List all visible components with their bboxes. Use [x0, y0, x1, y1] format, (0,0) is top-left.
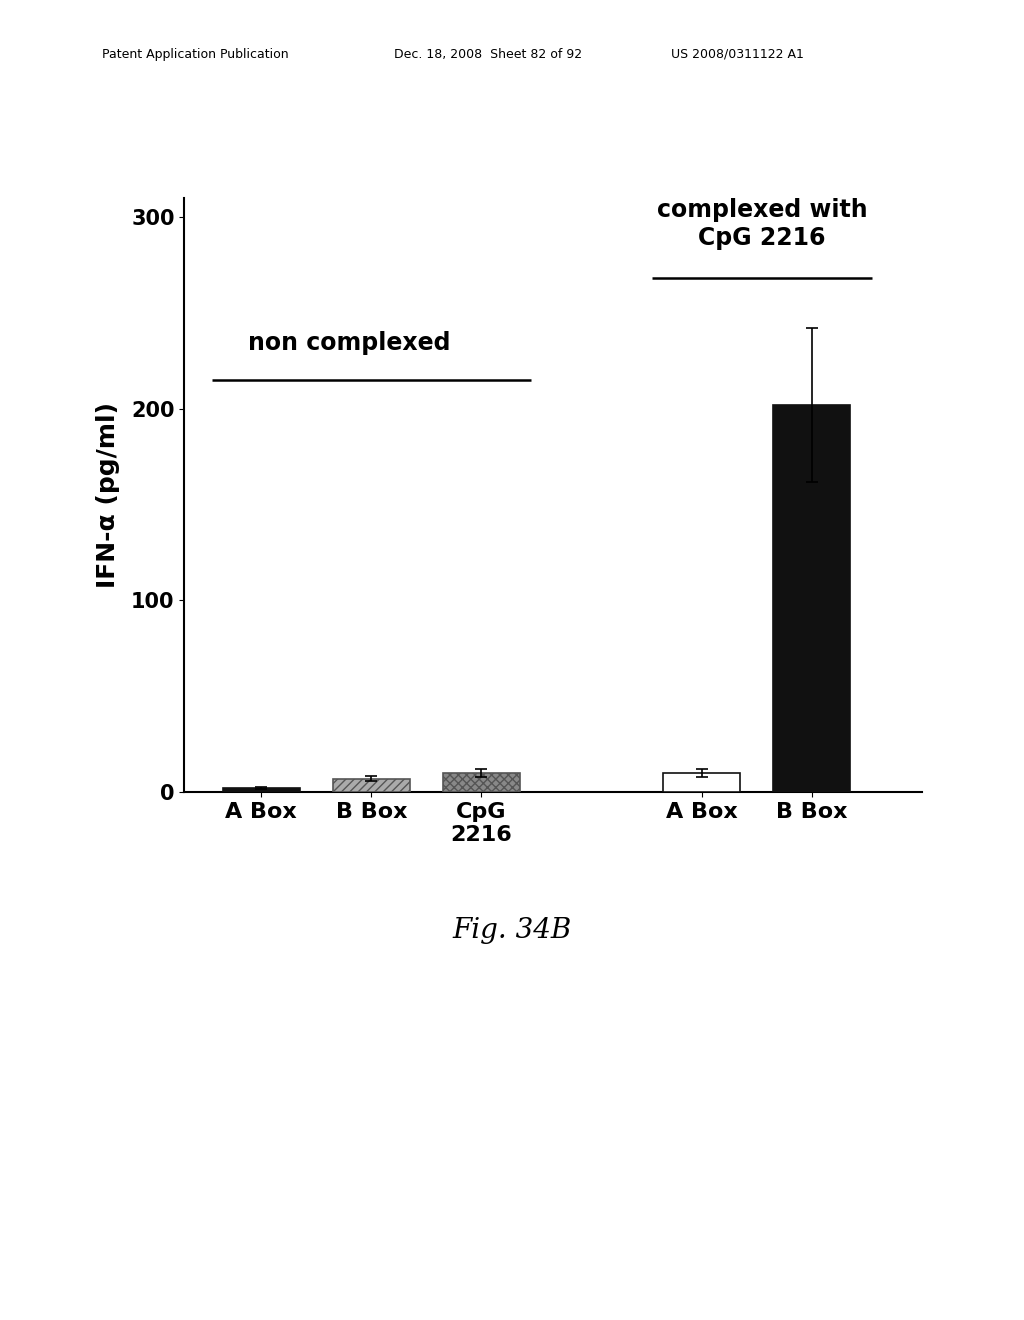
Text: non complexed: non complexed — [248, 331, 451, 355]
Bar — [333, 779, 410, 792]
Bar — [223, 788, 300, 792]
Bar — [773, 405, 850, 792]
Bar — [663, 772, 740, 792]
Text: Fig. 34B: Fig. 34B — [453, 917, 571, 944]
Text: Dec. 18, 2008  Sheet 82 of 92: Dec. 18, 2008 Sheet 82 of 92 — [394, 48, 583, 61]
Text: complexed with
CpG 2216: complexed with CpG 2216 — [656, 198, 867, 249]
Y-axis label: IFN-α (pg/ml): IFN-α (pg/ml) — [96, 403, 120, 587]
Text: Patent Application Publication: Patent Application Publication — [102, 48, 289, 61]
Text: US 2008/0311122 A1: US 2008/0311122 A1 — [671, 48, 804, 61]
Bar — [443, 772, 520, 792]
